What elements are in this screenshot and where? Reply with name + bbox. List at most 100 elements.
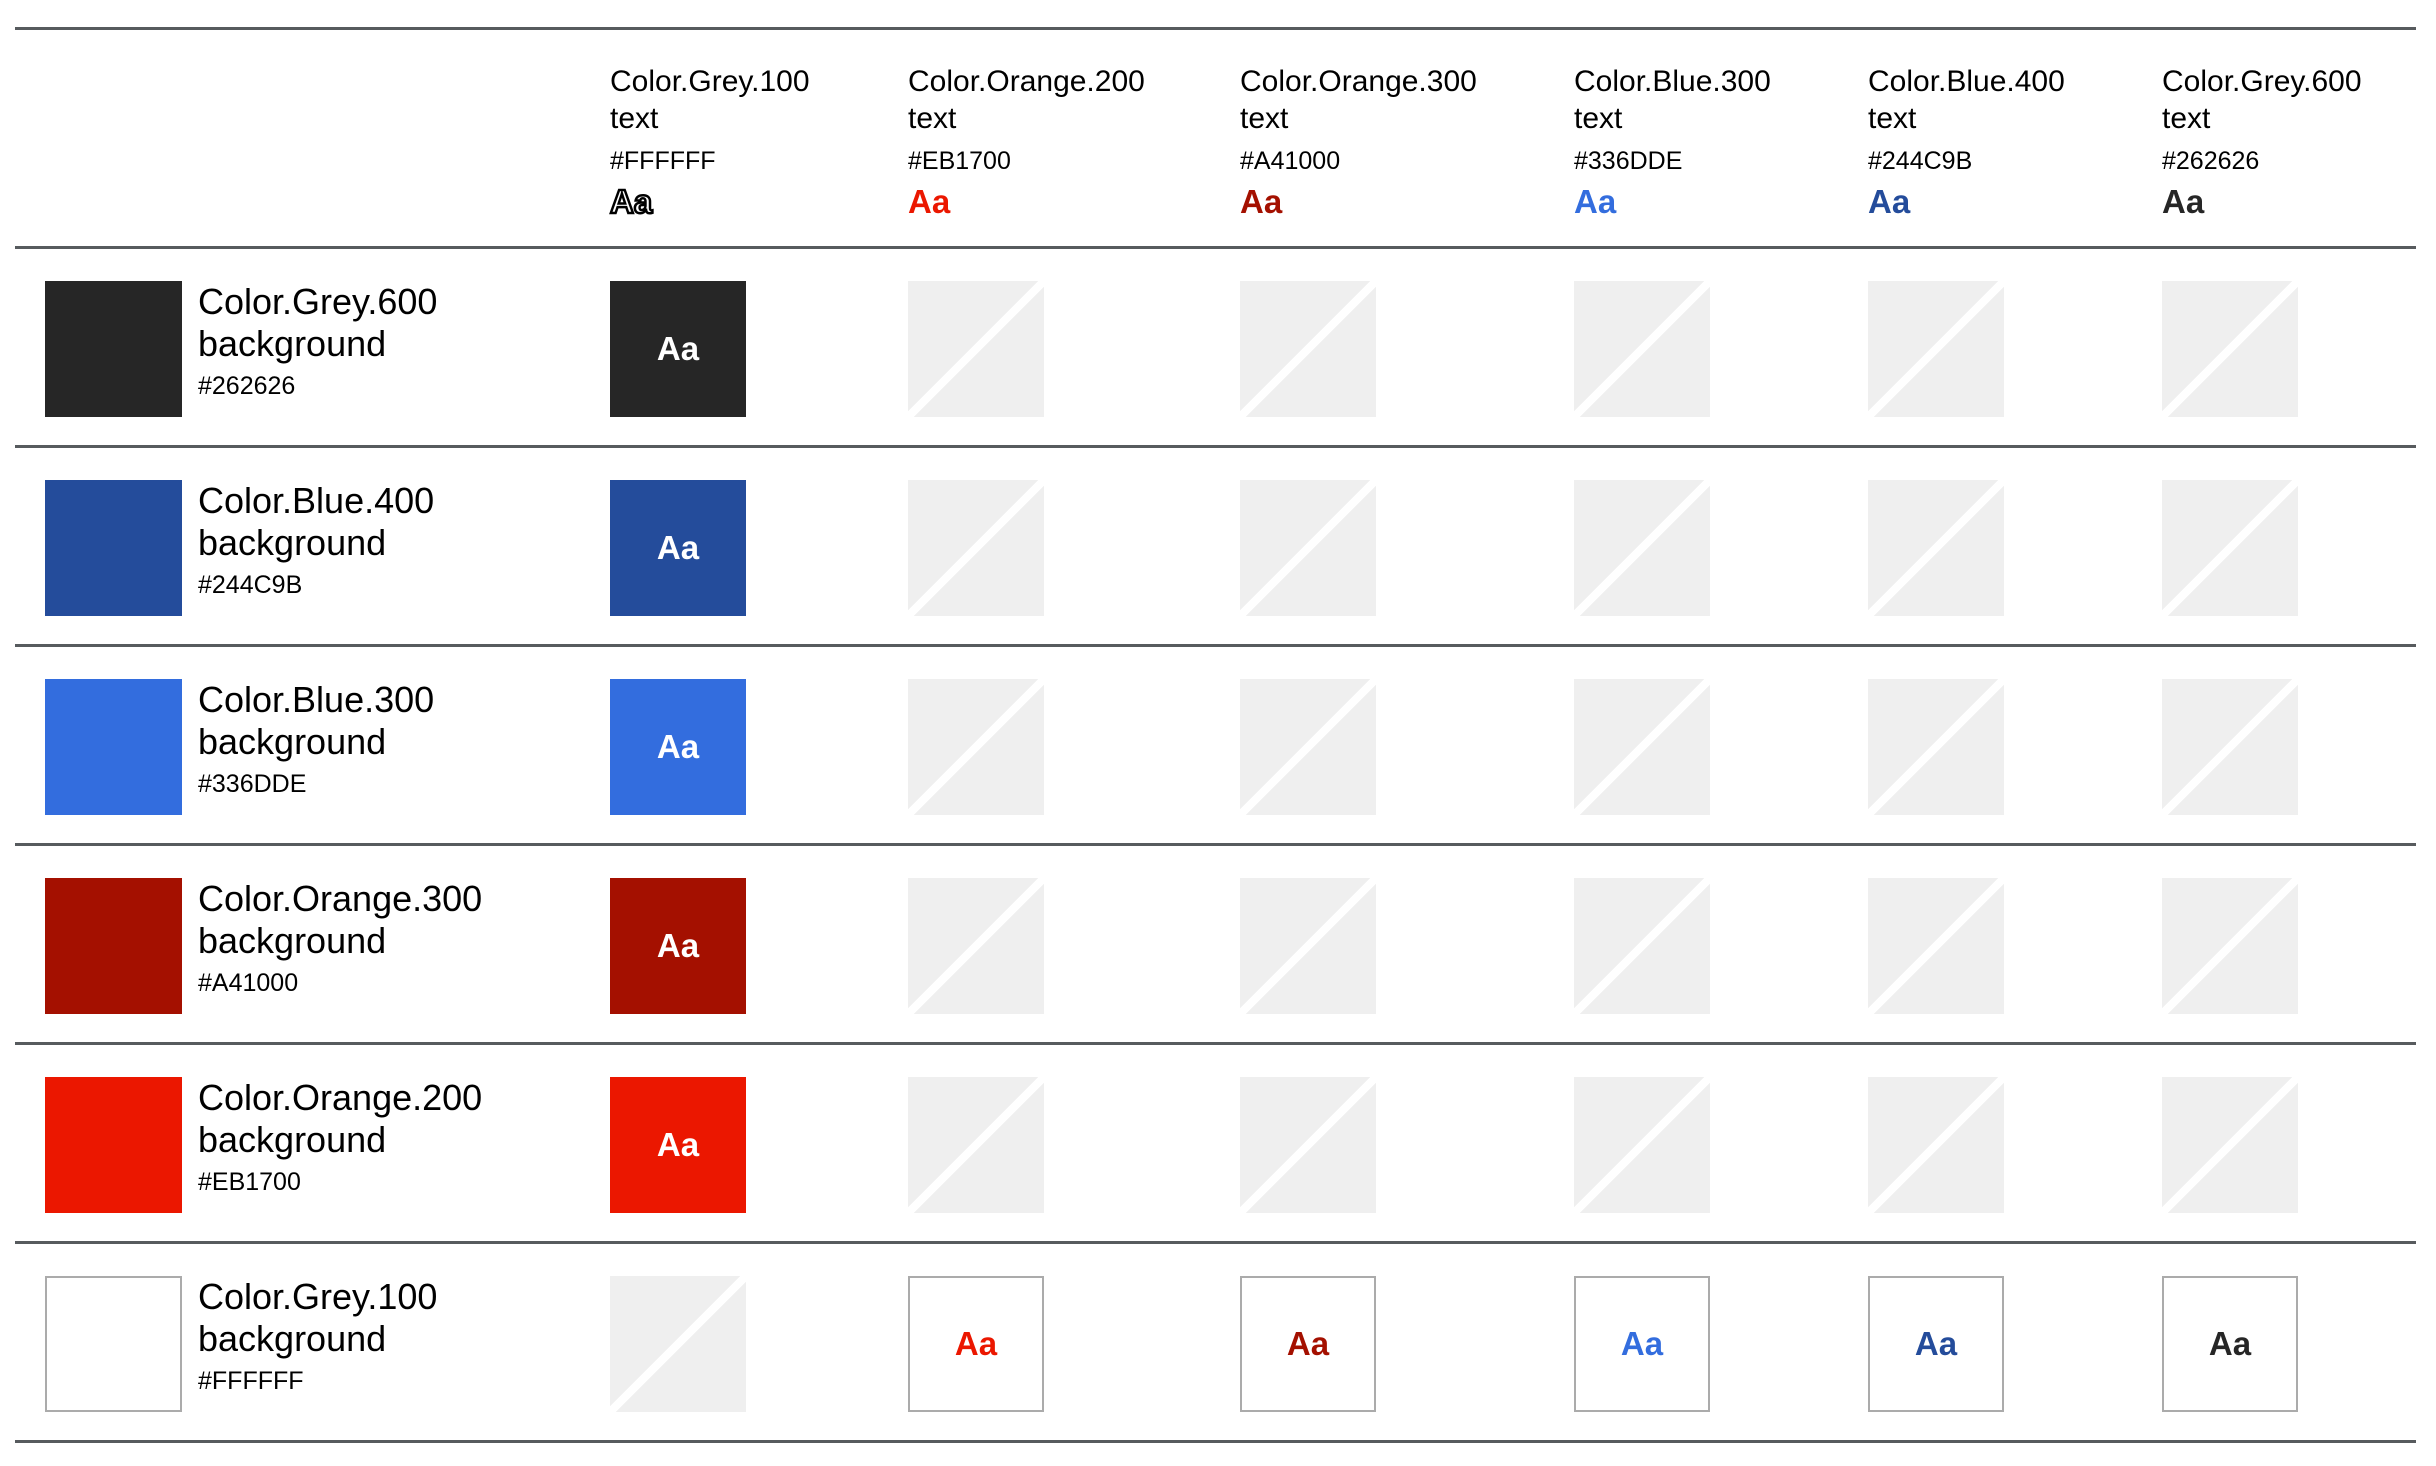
- not-applicable-cell: [1868, 679, 2004, 815]
- row-hex-value: #A41000: [198, 969, 299, 997]
- text-sample: Aa: [609, 182, 654, 222]
- column-title: Color.Grey.600: [2162, 65, 2362, 98]
- not-applicable-cell: [1574, 1077, 1710, 1213]
- row-role-label: background: [198, 323, 387, 364]
- matrix-cell: Aa: [1240, 1244, 1574, 1440]
- row-role-label: background: [198, 721, 387, 762]
- row-label-cell: Color.Blue.400 background #244C9B: [15, 448, 610, 644]
- contrast-sample-cell: Aa: [610, 1077, 746, 1213]
- background-swatch: [45, 281, 182, 417]
- matrix-cell: [2162, 1045, 2416, 1241]
- matrix-cell: [2162, 249, 2416, 445]
- matrix-cell: [1240, 846, 1574, 1042]
- row-label-cell: Color.Grey.100 background #FFFFFF: [15, 1244, 610, 1440]
- matrix-cell: [1868, 448, 2162, 644]
- matrix-cell: Aa: [908, 1244, 1240, 1440]
- contrast-sample-cell: Aa: [610, 878, 746, 1014]
- contrast-matrix: Color.Grey.100 text #FFFFFF Aa Color.Orange.…: [15, 27, 2416, 1443]
- text-sample: Aa: [1868, 183, 1911, 220]
- table-row: Color.Orange.300 background #A41000 Aa: [15, 846, 2416, 1045]
- text-sample: Aa: [1240, 183, 1283, 220]
- row-label-cell: Color.Orange.300 background #A41000: [15, 846, 610, 1042]
- matrix-cell: [1240, 448, 1574, 644]
- table-row: Color.Grey.100 background #FFFFFF Aa Aa Aa Aa A…: [15, 1244, 2416, 1443]
- matrix-cell: [908, 1045, 1240, 1241]
- matrix-cell: [1574, 846, 1868, 1042]
- not-applicable-cell: [908, 480, 1044, 616]
- matrix-cell: [2162, 846, 2416, 1042]
- column-header: Color.Grey.600 text #262626 Aa: [2162, 30, 2416, 246]
- column-hex-value: #336DDE: [1574, 147, 1683, 175]
- column-hex-value: #A41000: [1240, 147, 1341, 175]
- matrix-cell: [1574, 1045, 1868, 1241]
- not-applicable-cell: [1240, 281, 1376, 417]
- column-hex-value: #262626: [2162, 147, 2260, 175]
- column-title: Color.Orange.200: [908, 65, 1145, 98]
- column-role-label: text: [908, 102, 957, 135]
- matrix-cell: [1574, 647, 1868, 843]
- table-row: Color.Blue.300 background #336DDE Aa: [15, 647, 2416, 846]
- column-title: Color.Blue.400: [1868, 65, 2065, 98]
- row-hex-value: #EB1700: [198, 1168, 301, 1196]
- column-header: Color.Orange.300 text #A41000 Aa: [1240, 30, 1574, 246]
- column-hex-value: #244C9B: [1868, 147, 1973, 175]
- table-row: Color.Orange.200 background #EB1700 Aa: [15, 1045, 2416, 1244]
- matrix-cell: Aa: [1574, 1244, 1868, 1440]
- row-label-texts: Color.Grey.600 background #262626: [45, 281, 610, 407]
- table-row: Color.Grey.600 background #262626 Aa: [15, 249, 2416, 448]
- contrast-sample-cell: Aa: [2162, 1276, 2298, 1412]
- column-hex-value: #EB1700: [908, 147, 1011, 175]
- row-title: Color.Grey.600: [198, 281, 438, 322]
- row-hex-value: #336DDE: [198, 770, 307, 798]
- not-applicable-cell: [2162, 281, 2298, 417]
- matrix-cell: [908, 448, 1240, 644]
- not-applicable-cell: [610, 1276, 746, 1412]
- matrix-cell: [1868, 647, 2162, 843]
- matrix-cell: Aa: [1868, 1244, 2162, 1440]
- column-title: Color.Grey.100: [610, 65, 810, 98]
- matrix-cell: Aa: [610, 846, 908, 1042]
- matrix-cell: Aa: [610, 249, 908, 445]
- not-applicable-cell: [2162, 878, 2298, 1014]
- matrix-cell: [1868, 249, 2162, 445]
- text-sample: Aa: [908, 183, 951, 220]
- row-label-cell: Color.Grey.600 background #262626: [15, 249, 610, 445]
- row-hex-value: #262626: [198, 372, 296, 400]
- column-role-label: text: [1868, 102, 1917, 135]
- contrast-sample-cell: Aa: [610, 679, 746, 815]
- contrast-sample-cell: Aa: [610, 281, 746, 417]
- not-applicable-cell: [2162, 480, 2298, 616]
- not-applicable-cell: [1574, 281, 1710, 417]
- background-swatch: [45, 1077, 182, 1213]
- text-sample: Aa: [2162, 183, 2205, 220]
- not-applicable-cell: [1240, 679, 1376, 815]
- matrix-cell: [1868, 1045, 2162, 1241]
- not-applicable-cell: [908, 1077, 1044, 1213]
- row-label-cell: Color.Blue.300 background #336DDE: [15, 647, 610, 843]
- matrix-header-row: Color.Grey.100 text #FFFFFF Aa Color.Orange.…: [15, 30, 2416, 249]
- matrix-cell: Aa: [610, 1045, 908, 1241]
- column-role-label: text: [1574, 102, 1623, 135]
- row-title: Color.Orange.200: [198, 1077, 483, 1118]
- row-hex-value: #FFFFFF: [198, 1367, 304, 1395]
- column-title: Color.Orange.300: [1240, 65, 1477, 98]
- text-sample: Aa: [1574, 183, 1617, 220]
- table-row: Color.Blue.400 background #244C9B Aa: [15, 448, 2416, 647]
- contrast-sample-cell: Aa: [610, 480, 746, 616]
- column-role-label: text: [610, 102, 659, 135]
- row-label-cell: Color.Orange.200 background #EB1700: [15, 1045, 610, 1241]
- column-header: Color.Orange.200 text #EB1700 Aa: [908, 30, 1240, 246]
- contrast-sample-cell: Aa: [1868, 1276, 2004, 1412]
- row-title: Color.Orange.300: [198, 878, 483, 919]
- row-label-texts: Color.Grey.100 background #FFFFFF: [45, 1276, 610, 1402]
- header-spacer: [15, 30, 610, 246]
- not-applicable-cell: [1574, 878, 1710, 1014]
- not-applicable-cell: [908, 679, 1044, 815]
- matrix-cell: Aa: [2162, 1244, 2416, 1440]
- column-header: Color.Grey.100 text #FFFFFF Aa: [609, 30, 908, 246]
- row-label-texts: Color.Orange.200 background #EB1700: [45, 1077, 610, 1203]
- matrix-cell: [2162, 448, 2416, 644]
- matrix-cell: Aa: [610, 448, 908, 644]
- contrast-sample-cell: Aa: [1574, 1276, 1710, 1412]
- not-applicable-cell: [908, 281, 1044, 417]
